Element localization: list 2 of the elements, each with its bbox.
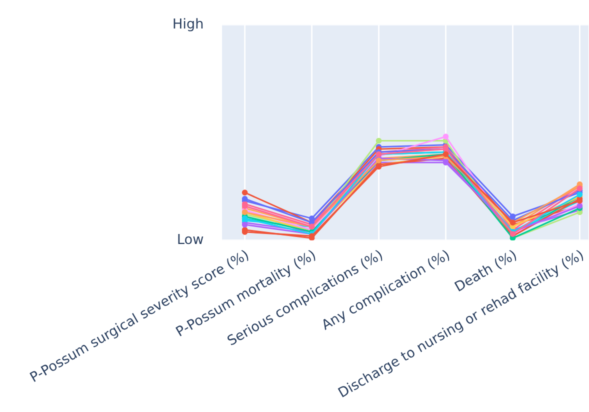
text: Low <box>178 234 204 244</box>
text: High <box>174 18 203 32</box>
